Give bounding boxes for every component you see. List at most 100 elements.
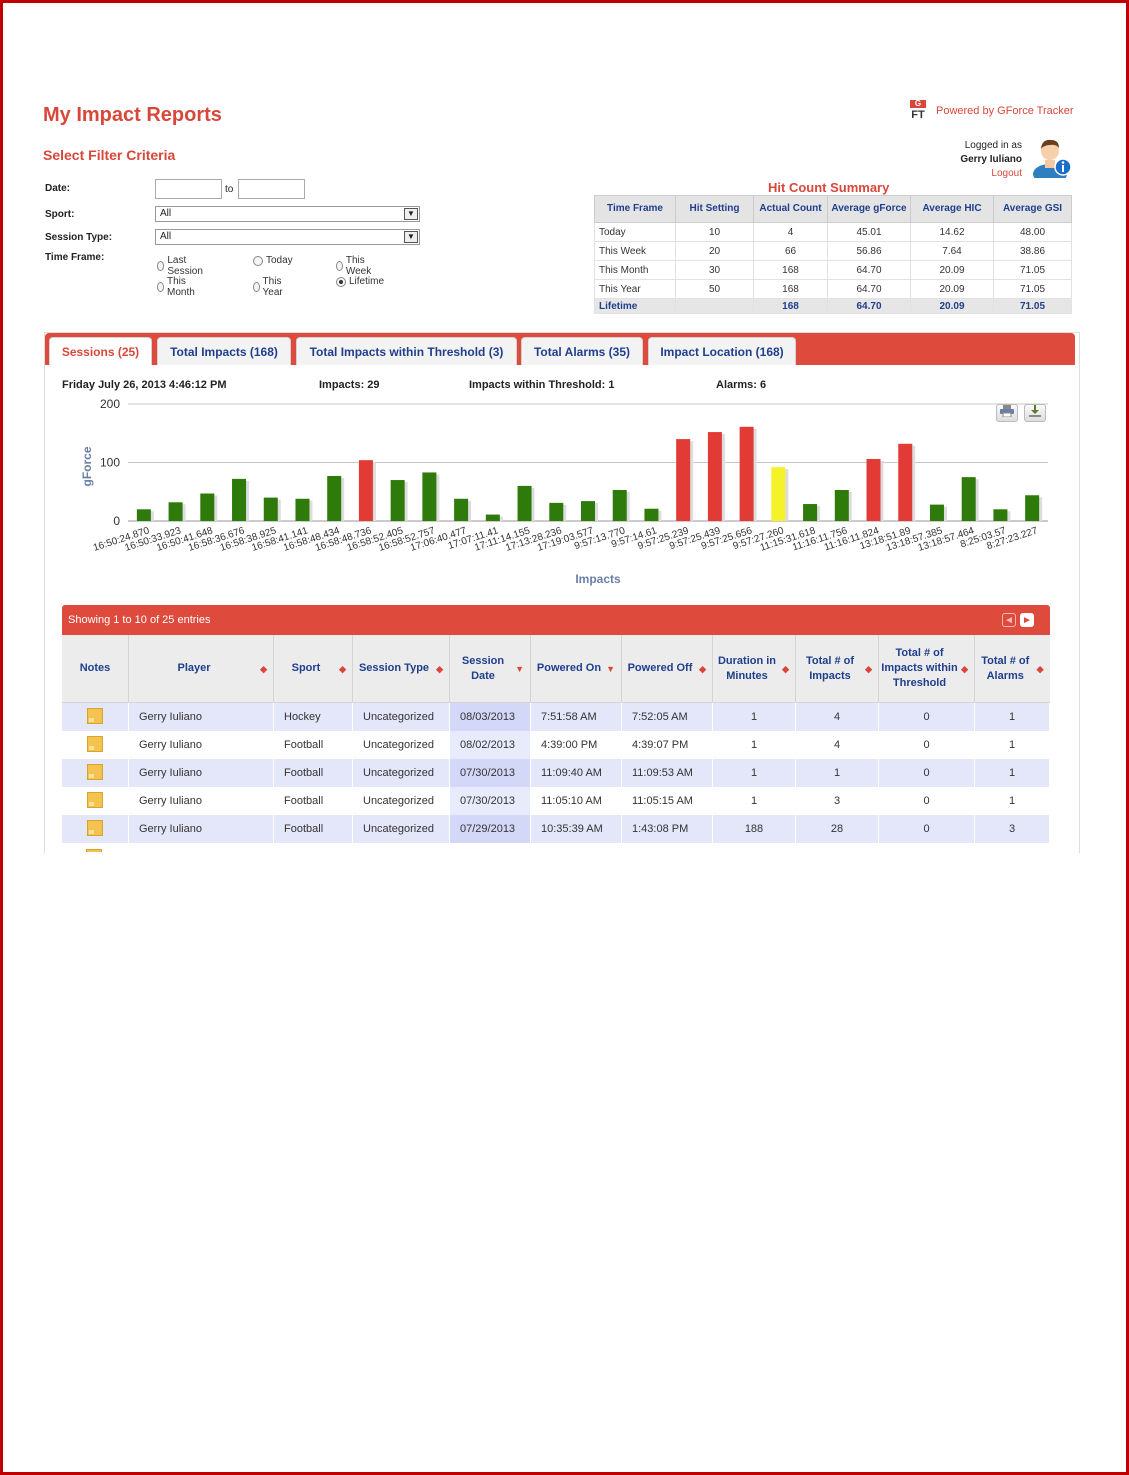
table-row[interactable]: Gerry Iuliano Football Uncategorized 07/… xyxy=(62,759,1050,787)
radio-lifetime[interactable]: Lifetime xyxy=(336,276,384,287)
session-type-select[interactable]: All ▼ xyxy=(155,229,420,245)
session-type-select-value: All xyxy=(160,231,172,242)
bar xyxy=(390,480,405,521)
radio-last-session[interactable]: Last Session xyxy=(157,255,206,277)
note-icon[interactable] xyxy=(87,763,103,780)
table-row[interactable]: Gerry Iuliano Football Uncategorized 07/… xyxy=(62,787,1050,815)
hc-cell: 30 xyxy=(675,260,754,280)
hc-cell: 50 xyxy=(675,279,754,299)
table-row[interactable]: Gerry Iuliano Football Uncategorized 07/… xyxy=(62,815,1050,843)
col-impacts-within-threshold[interactable]: Total # of Impacts within Threshold ◆ xyxy=(878,635,975,703)
table-row[interactable]: Gerry Iuliano Football Uncategorized 08/… xyxy=(62,731,1050,759)
hc-header: Time Frame xyxy=(594,195,676,223)
tab-impact-location[interactable]: Impact Location (168) xyxy=(648,337,796,365)
within-threshold-cell: 0 xyxy=(878,759,975,787)
col-label: Powered Off xyxy=(627,662,693,674)
hc-lifetime-row: Lifetime 168 64.70 20.09 71.05 xyxy=(594,298,1072,314)
within-threshold-cell: 0 xyxy=(878,731,975,759)
col-label: Notes xyxy=(79,662,111,674)
grid-info: Showing 1 to 10 of 25 entries xyxy=(68,614,211,626)
radio-this-year[interactable]: This Year xyxy=(253,276,286,298)
powered-by[interactable]: G FT Powered by GForce Tracker xyxy=(908,100,1074,122)
hc-cell: This Week xyxy=(594,241,676,261)
notes-cell[interactable] xyxy=(62,787,129,815)
radio-label: This Year xyxy=(262,276,283,298)
bar xyxy=(961,477,976,521)
hit-count-summary-title: Hit Count Summary xyxy=(768,180,890,195)
time-frame-label: Time Frame: xyxy=(45,252,105,263)
alarms-cell: 3 xyxy=(974,815,1050,843)
col-player[interactable]: Player ◆ xyxy=(128,635,274,703)
tab-total-alarms[interactable]: Total Alarms (35) xyxy=(521,337,643,365)
logged-in-as-label: Logged in as xyxy=(964,140,1022,151)
note-icon[interactable] xyxy=(87,735,103,752)
powered-off-cell: 11:09:53 AM xyxy=(621,759,713,787)
session-date-cell: 08/03/2013 xyxy=(449,702,531,731)
col-sport[interactable]: Sport ◆ xyxy=(273,635,353,703)
hc-cell: Lifetime xyxy=(594,298,676,314)
hc-cell: 168 xyxy=(753,298,828,314)
logout-link[interactable]: Logout xyxy=(991,168,1022,179)
hc-cell: 4 xyxy=(753,222,828,242)
gft-logo-icon: G FT xyxy=(908,100,928,122)
tab-impacts-within-threshold[interactable]: Total Impacts within Threshold (3) xyxy=(296,337,517,365)
impacts-cell: 1 xyxy=(795,759,879,787)
y-axis-label: gForce xyxy=(80,446,94,486)
table-row[interactable]: Gerry Iuliano Hockey Uncategorized 08/03… xyxy=(62,702,1050,731)
impacts-cell: 4 xyxy=(795,702,879,731)
x-axis-label: Impacts xyxy=(575,572,621,586)
sport-select[interactable]: All ▼ xyxy=(155,206,420,222)
col-duration[interactable]: Duration in Minutes ◆ xyxy=(712,635,796,703)
col-total-alarms[interactable]: Total # of Alarms ◆ xyxy=(974,635,1050,703)
hc-cell: 64.70 xyxy=(827,260,911,280)
note-icon[interactable] xyxy=(87,791,103,808)
sport-label: Sport: xyxy=(45,209,75,220)
radio-today[interactable]: Today xyxy=(253,255,293,266)
notes-cell[interactable] xyxy=(62,702,129,731)
user-avatar-icon xyxy=(1033,139,1072,178)
notes-cell[interactable] xyxy=(62,815,129,843)
date-from-input[interactable] xyxy=(155,179,222,199)
session-type-label: Session Type: xyxy=(45,232,113,243)
session-type-cell: Uncategorized xyxy=(352,702,450,731)
login-info: Logged in as Gerry Iuliano Logout xyxy=(940,139,1022,181)
player-cell: Gerry Iuliano xyxy=(128,815,274,843)
note-icon[interactable] xyxy=(87,819,103,836)
note-icon[interactable] xyxy=(87,707,103,724)
hc-cell: 71.05 xyxy=(993,298,1072,314)
tab-sessions[interactable]: Sessions (25) xyxy=(49,337,152,365)
col-session-type[interactable]: Session Type ◆ xyxy=(352,635,450,703)
download-icon[interactable] xyxy=(1024,404,1046,422)
session-alarms: Alarms: 6 xyxy=(716,379,767,391)
hc-cell: This Year xyxy=(594,279,676,299)
col-total-impacts[interactable]: Total # of Impacts ◆ xyxy=(795,635,879,703)
radio-this-month[interactable]: This Month xyxy=(157,276,198,298)
within-threshold-cell: 0 xyxy=(878,702,975,731)
hc-cell: 168 xyxy=(753,260,828,280)
print-icon[interactable] xyxy=(996,404,1018,422)
prev-page-icon[interactable]: ◄ xyxy=(1002,613,1016,627)
radio-this-week[interactable]: This Week xyxy=(336,255,374,277)
session-date-cell: 07/30/2013 xyxy=(449,759,531,787)
radio-label: Lifetime xyxy=(349,276,385,287)
col-powered-off[interactable]: Powered Off ◆ xyxy=(621,635,713,703)
hc-cell xyxy=(675,298,754,314)
bar xyxy=(485,514,500,521)
sport-cell: Hockey xyxy=(273,702,353,731)
radio-label: Last Session xyxy=(167,255,203,277)
alarms-cell: 1 xyxy=(974,731,1050,759)
bar xyxy=(612,489,627,521)
sort-desc-icon: ▼ xyxy=(606,664,615,674)
sort-icon: ◆ xyxy=(782,664,789,674)
date-to-input[interactable] xyxy=(238,179,305,199)
col-powered-on[interactable]: Powered On ▼ xyxy=(530,635,622,703)
bar xyxy=(454,498,469,521)
alarms-cell: 1 xyxy=(974,759,1050,787)
notes-cell[interactable] xyxy=(62,759,129,787)
col-session-date[interactable]: Session Date ▼ xyxy=(449,635,531,703)
next-page-icon[interactable]: ► xyxy=(1020,613,1034,627)
tab-total-impacts[interactable]: Total Impacts (168) xyxy=(157,337,291,365)
hc-cell: 20 xyxy=(675,241,754,261)
notes-cell[interactable] xyxy=(62,731,129,759)
powered-by-link[interactable]: Powered by GForce Tracker xyxy=(936,105,1074,117)
